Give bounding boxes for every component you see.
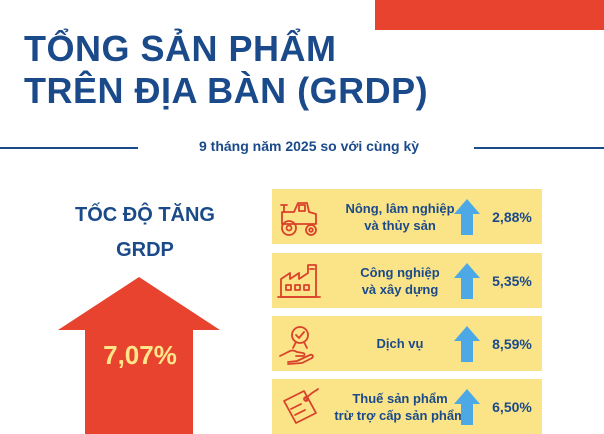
sector-name-line-1: Dịch vụ — [376, 336, 424, 351]
sector-name: Công nghiệp và xây dựng — [332, 253, 468, 308]
sector-name-line-1: Nông, lâm nghiệp — [345, 200, 455, 216]
growth-label-line-1: TỐC ĐỘ TĂNG — [75, 204, 215, 226]
subtitle-divider-left — [0, 147, 138, 149]
growth-label-line-2: GRDP — [116, 239, 174, 261]
sector-name-line-2: trừ trợ cấp sản phẩm — [334, 407, 466, 423]
sector-row-agriculture: Nông, lâm nghiệp và thủy sản 2,88% — [272, 189, 542, 244]
top-accent-bar — [375, 0, 604, 30]
tax-tag-icon — [283, 388, 319, 424]
sector-name-line-2: và xây dựng — [361, 281, 439, 297]
page-title: TỔNG SẢN PHẨM TRÊN ĐỊA BÀN (GRDP) — [24, 28, 428, 112]
sector-row-services: Dịch vụ 8,59% — [272, 316, 542, 371]
subtitle: 9 tháng năm 2025 so với cùng kỳ — [198, 138, 420, 154]
title-line-2: TRÊN ĐỊA BÀN (GRDP) — [24, 70, 429, 111]
sector-name-line-1: Công nghiệp — [360, 264, 440, 280]
subtitle-divider-right — [474, 147, 604, 149]
sector-value: 8,59% — [492, 335, 532, 352]
sector-name: Thuế sản phẩm trừ trợ cấp sản phẩm — [332, 379, 468, 434]
tractor-icon — [280, 202, 317, 236]
growth-value: 7,07% — [103, 340, 177, 370]
sector-row-product-tax: Thuế sản phẩm trừ trợ cấp sản phẩm 6,50% — [272, 379, 542, 434]
sector-value: 2,88% — [492, 208, 532, 225]
growth-up-arrow-icon — [58, 277, 220, 434]
up-arrow-icon — [454, 326, 480, 362]
factory-icon — [277, 264, 321, 298]
sector-value: 5,35% — [492, 272, 532, 289]
sector-name: Nông, lâm nghiệp và thủy sản — [332, 189, 468, 244]
sector-value: 6,50% — [492, 398, 532, 415]
up-arrow-icon — [454, 263, 480, 299]
title-line-1: TỔNG SẢN PHẨM — [24, 28, 337, 69]
up-arrow-icon — [454, 389, 480, 425]
sector-name-line-1: Thuế sản phẩm — [352, 390, 448, 406]
up-arrow-icon — [454, 199, 480, 235]
sector-name-line-2: và thủy sản — [364, 217, 436, 233]
service-hand-icon — [279, 326, 314, 365]
sector-row-industry: Công nghiệp và xây dựng 5,35% — [272, 253, 542, 308]
sector-name: Dịch vụ — [332, 316, 468, 371]
